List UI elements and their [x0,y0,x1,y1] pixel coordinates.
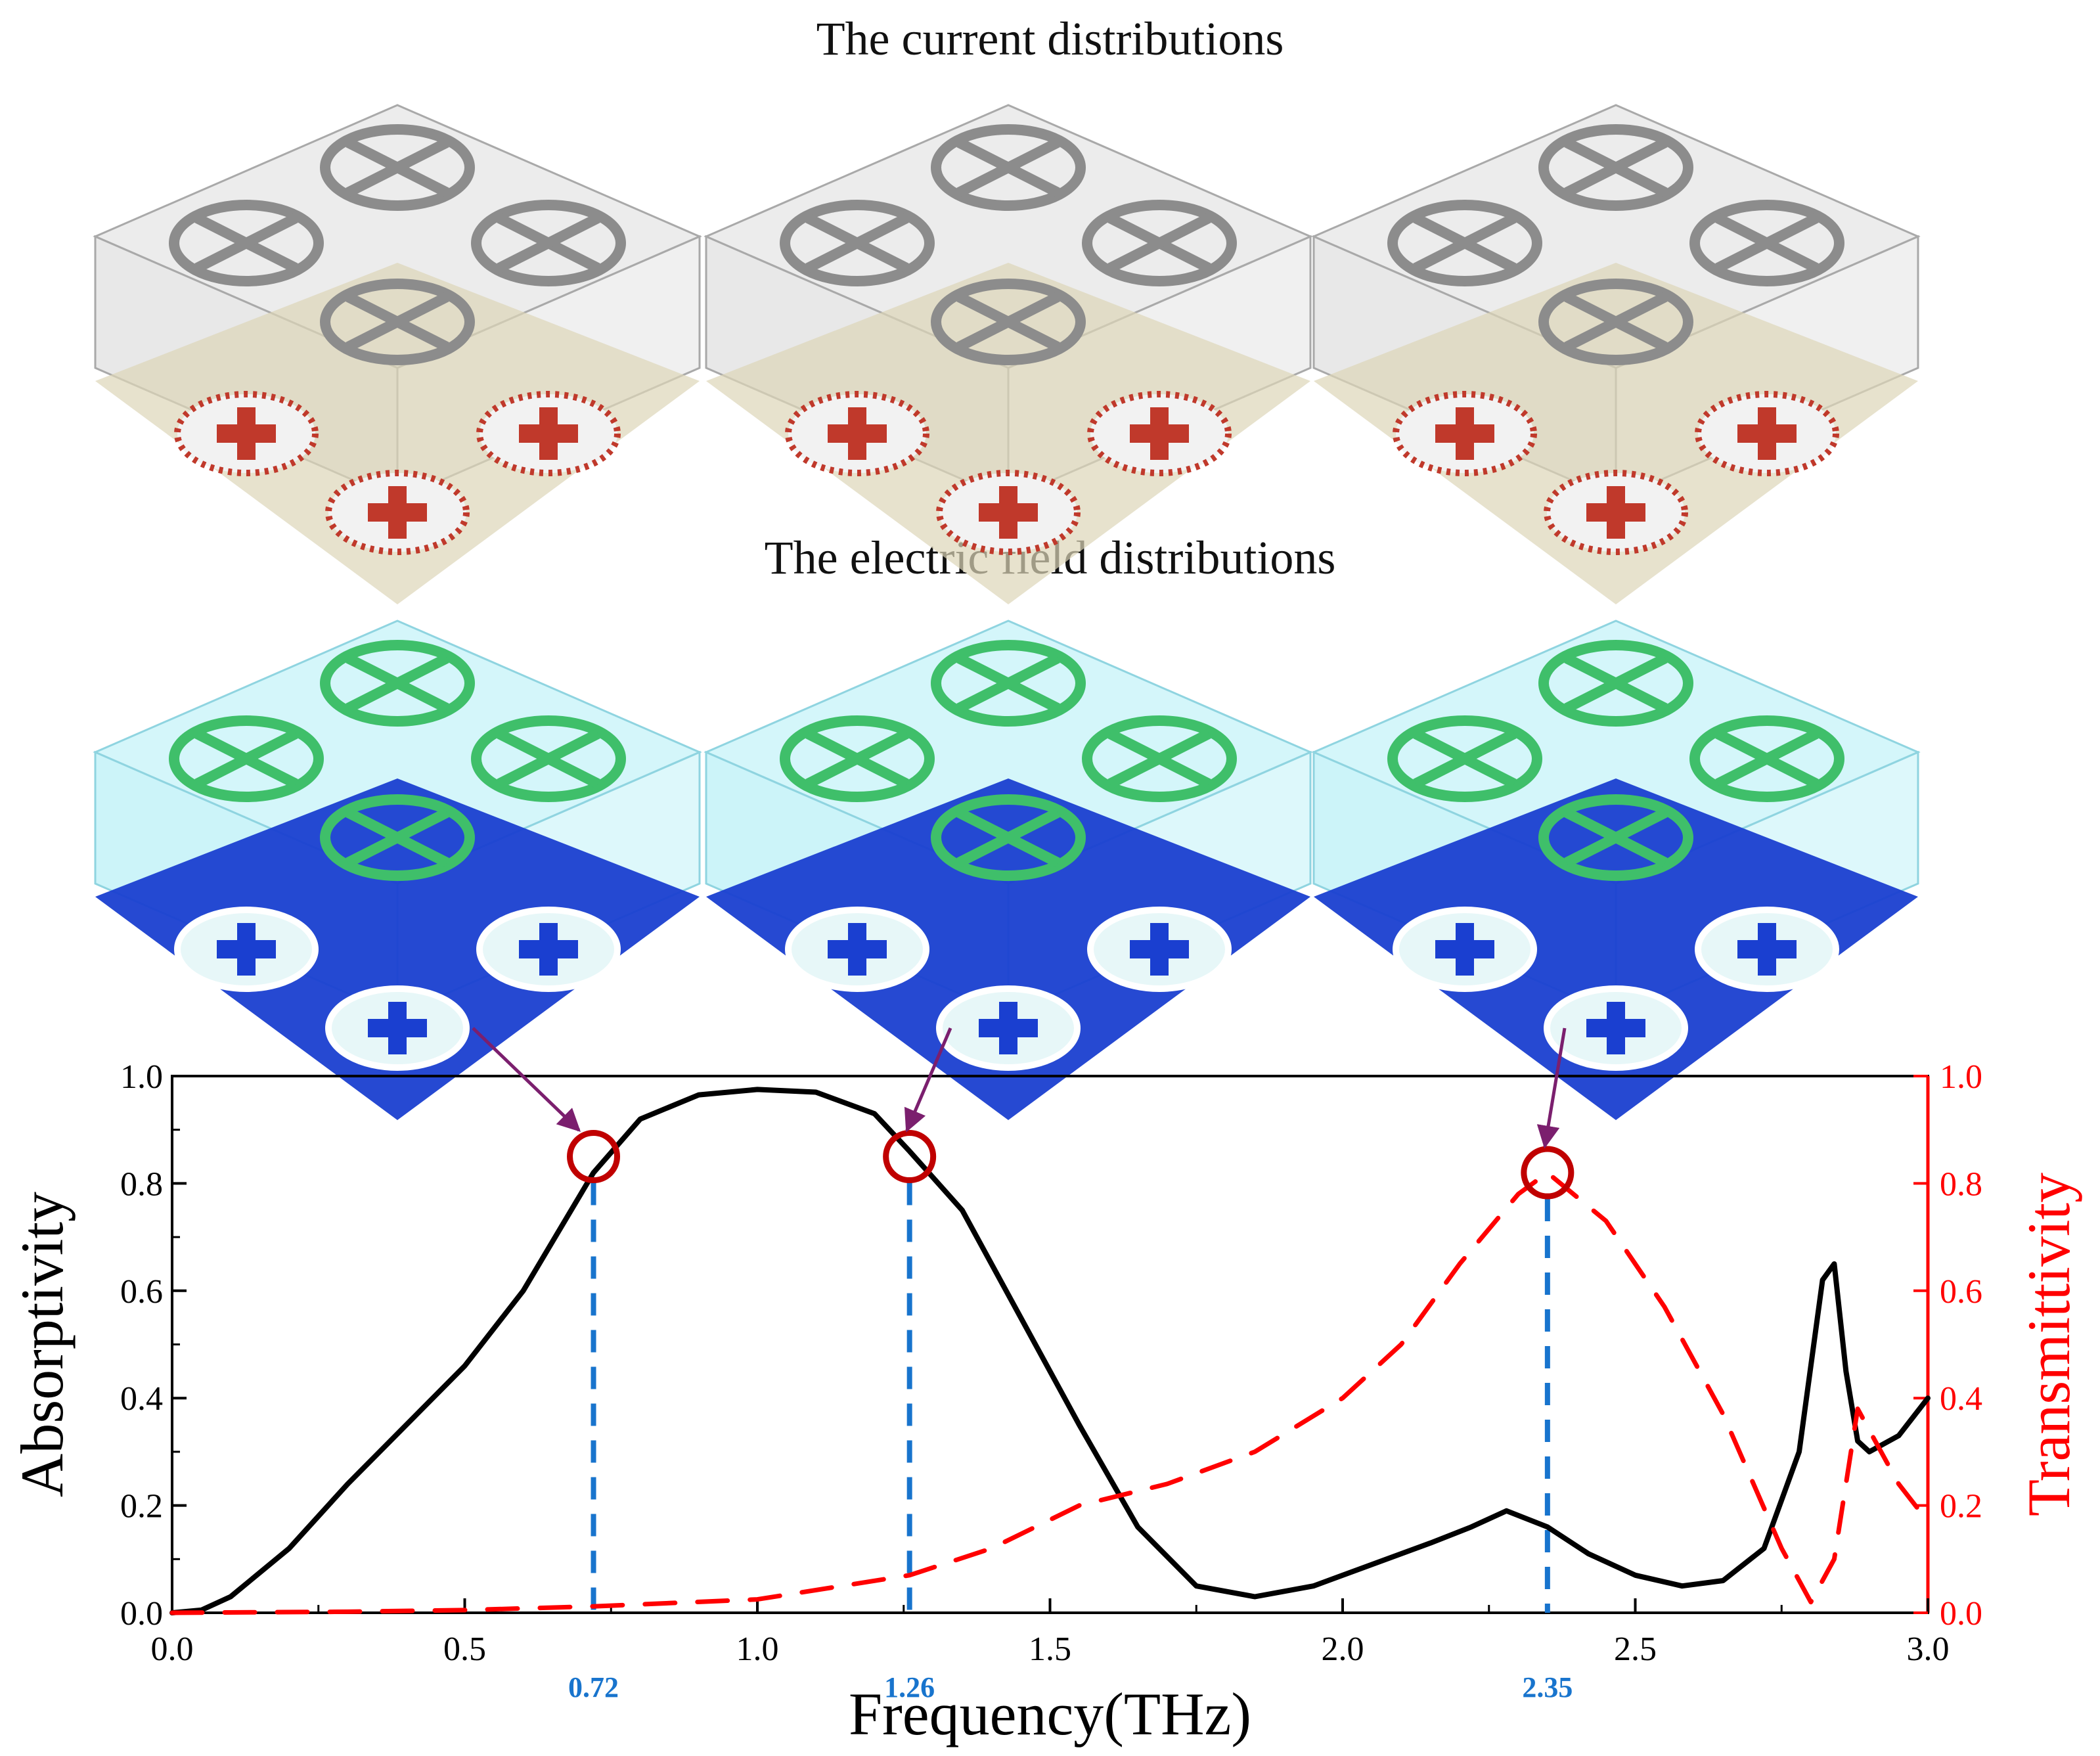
x-tick-label: 0.5 [443,1631,486,1668]
marker-label-2.35: 2.35 [1522,1671,1573,1703]
simulation-panels [93,104,1921,1120]
y-right-tick-label: 0.6 [1940,1273,1982,1311]
y-left-tick-label: 0.8 [120,1165,163,1203]
panel-field-1.26 [704,619,1313,1120]
panel-field-2.35 [1311,619,1921,1120]
y-right-tick-label: 0.8 [1940,1165,1982,1203]
y-left-tick-label: 0.0 [120,1595,163,1632]
line-chart: 0.0 0.5 1.0 1.5 2.0 2.5 3.00.00.20.40.60.81.00… [9,1027,2082,1747]
x-tick-label: 0.0 [151,1631,194,1668]
y-right-tick-label: 0.2 [1940,1488,1982,1525]
x-tick-label: 2.5 [1614,1631,1657,1668]
x-tick-label: 1.0 [736,1631,779,1668]
x-tick-label: 1.5 [1029,1631,1071,1668]
panel-current-2.35 [1311,104,1921,604]
y-right-tick-label: 0.0 [1940,1595,1982,1632]
panel-current-1.26 [704,104,1313,604]
panel-field-0.72 [93,619,702,1120]
pointer-arrow-2.35 [1536,1027,1567,1149]
y-left-axis-label: Absorptivity [9,1192,76,1497]
marker-circle-2.35 [1521,1146,1575,1200]
pointer-arrow-1.26 [904,1027,952,1133]
y-right-axis-label: Transmittivity [2015,1173,2082,1516]
plot-frame [171,1075,1929,1614]
y-left-tick-label: 0.2 [120,1488,163,1525]
y-left-tick-label: 0.6 [120,1273,163,1311]
y-right-tick-label: 1.0 [1940,1058,1982,1096]
marker-label-0.72: 0.72 [568,1671,619,1703]
pointer-arrow-0.72 [472,1027,581,1132]
marker-circle-1.26 [883,1130,937,1184]
series-transmittivity [169,1170,1931,1615]
x-tick-label: 3.0 [1907,1631,1950,1668]
current-distributions-title: The current distributions [816,12,1284,65]
marker-circle-0.72 [567,1130,621,1184]
series-absorptivity [169,1087,1931,1615]
x-tick-label: 2.0 [1322,1631,1364,1668]
x-axis-label: Frequency(THz) [849,1680,1251,1747]
y-right-tick-label: 0.4 [1940,1380,1982,1418]
panel-current-0.72 [93,104,702,604]
y-left-tick-label: 1.0 [120,1058,163,1096]
marker-label-1.26: 1.26 [884,1671,935,1703]
y-left-tick-label: 0.4 [120,1380,163,1418]
